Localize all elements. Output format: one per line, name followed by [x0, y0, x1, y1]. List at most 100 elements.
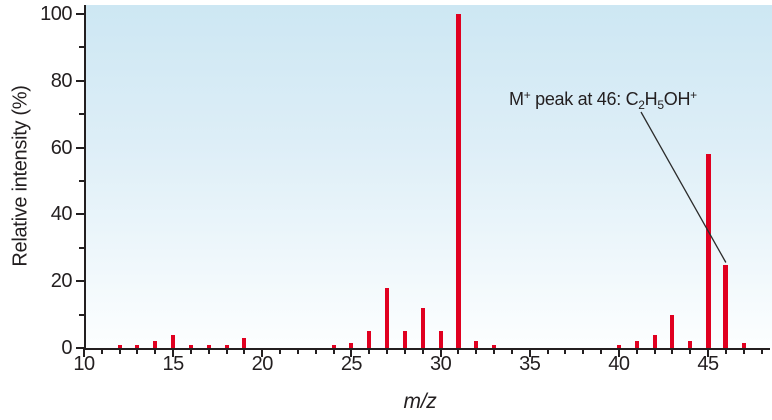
peak-bar-mz-46 — [723, 264, 729, 348]
x-minor-tick — [421, 348, 424, 354]
y-major-tick — [76, 79, 84, 82]
x-minor-tick — [100, 348, 103, 354]
x-minor-tick — [118, 348, 121, 354]
y-minor-tick — [79, 180, 84, 182]
x-axis-title: m/z — [403, 390, 437, 413]
peak-bar-mz-31 — [455, 14, 461, 348]
annotation-text-segment: + — [690, 88, 697, 102]
x-minor-tick — [600, 348, 603, 354]
x-minor-tick — [154, 348, 157, 354]
x-axis-line — [84, 348, 770, 350]
x-minor-tick — [635, 348, 638, 354]
peak-bar-mz-12 — [117, 344, 122, 348]
peak-bar-mz-40 — [616, 344, 621, 348]
y-tick-label: 80 — [50, 69, 73, 92]
x-minor-tick — [475, 348, 478, 354]
x-minor-tick — [742, 348, 745, 354]
x-major-tick — [261, 348, 264, 357]
annotation-text-segment: peak at 46: C — [530, 89, 639, 109]
plot-area — [86, 5, 772, 348]
peak-bar-mz-28 — [402, 331, 407, 348]
y-minor-tick — [79, 246, 84, 249]
y-major-tick — [76, 13, 84, 15]
x-tick-label: 40 — [608, 353, 630, 375]
peak-bar-mz-16 — [188, 344, 193, 348]
y-axis-line — [84, 5, 86, 350]
x-minor-tick — [546, 348, 549, 354]
x-minor-tick — [189, 348, 192, 354]
peak-bar-mz-14 — [153, 341, 158, 348]
x-minor-tick — [136, 348, 139, 354]
annotation-text-segment: H — [644, 89, 658, 109]
y-major-tick — [76, 146, 84, 149]
x-minor-tick — [386, 348, 389, 354]
x-minor-tick — [671, 348, 674, 354]
x-minor-tick — [243, 348, 246, 354]
y-tick-label: 100 — [40, 3, 72, 25]
y-major-tick — [76, 213, 84, 216]
x-minor-tick — [225, 348, 228, 354]
x-minor-tick — [296, 348, 299, 354]
peak-bar-mz-32 — [474, 341, 479, 348]
peak-bar-mz-27 — [385, 287, 390, 348]
y-major-tick — [76, 280, 84, 283]
peak-bar-mz-42 — [652, 334, 657, 348]
x-major-tick — [172, 348, 175, 357]
x-tick-label: 25 — [340, 353, 363, 375]
y-tick-label: 20 — [50, 270, 73, 293]
x-major-tick — [528, 348, 531, 357]
x-tick-label: 30 — [429, 353, 452, 375]
y-minor-tick — [79, 313, 84, 316]
peak-bar-mz-15 — [171, 334, 176, 348]
y-tick-label: 40 — [50, 203, 73, 226]
x-minor-tick — [653, 348, 656, 354]
peak-bar-mz-24 — [331, 344, 336, 348]
x-minor-tick — [368, 348, 371, 354]
x-minor-tick — [332, 348, 335, 354]
peak-bar-mz-33 — [492, 344, 497, 348]
y-minor-tick — [79, 113, 84, 116]
x-major-tick — [617, 348, 620, 357]
peak-bar-mz-25 — [349, 342, 354, 348]
x-minor-tick — [493, 348, 496, 354]
annotation-text-segment: OH — [663, 89, 691, 109]
peak-bar-mz-30 — [438, 331, 443, 348]
x-minor-tick — [689, 348, 692, 354]
x-minor-tick — [457, 348, 460, 354]
peak-bar-mz-17 — [206, 344, 211, 348]
y-minor-tick — [79, 46, 84, 49]
x-tick-label: 15 — [162, 353, 185, 375]
peak-bar-mz-47 — [741, 342, 746, 348]
peak-bar-mz-44 — [688, 341, 693, 348]
peak-bar-mz-41 — [634, 341, 639, 348]
y-tick-label: 60 — [50, 136, 73, 159]
x-minor-tick — [279, 348, 282, 354]
peak-bar-mz-45 — [705, 154, 711, 348]
peak-bar-mz-18 — [224, 344, 229, 348]
x-minor-tick — [582, 348, 585, 354]
x-major-tick — [350, 348, 353, 357]
x-minor-tick — [314, 348, 317, 354]
x-tick-label: 45 — [697, 353, 719, 375]
x-major-tick — [439, 348, 442, 357]
peak-bar-mz-29 — [420, 307, 425, 348]
x-tick-label: 20 — [251, 353, 274, 375]
x-minor-tick — [403, 348, 406, 354]
peak-bar-mz-13 — [135, 344, 140, 348]
annotation-text-segment: 2 — [638, 98, 645, 112]
annotation-text-segment: M — [509, 89, 524, 109]
x-minor-tick — [724, 348, 727, 354]
peak-bar-mz-43 — [670, 314, 675, 348]
y-tick-label: 0 — [61, 337, 72, 359]
x-minor-tick — [207, 348, 210, 354]
annotation-text-segment: 5 — [657, 98, 664, 112]
x-minor-tick — [510, 348, 513, 354]
x-tick-label: 35 — [519, 353, 541, 375]
x-minor-tick — [564, 348, 567, 354]
x-tick-label: 10 — [73, 353, 95, 375]
x-major-tick — [83, 348, 85, 357]
y-major-tick — [76, 347, 84, 349]
x-minor-tick — [760, 348, 763, 354]
annotation-text-segment: + — [523, 88, 531, 102]
